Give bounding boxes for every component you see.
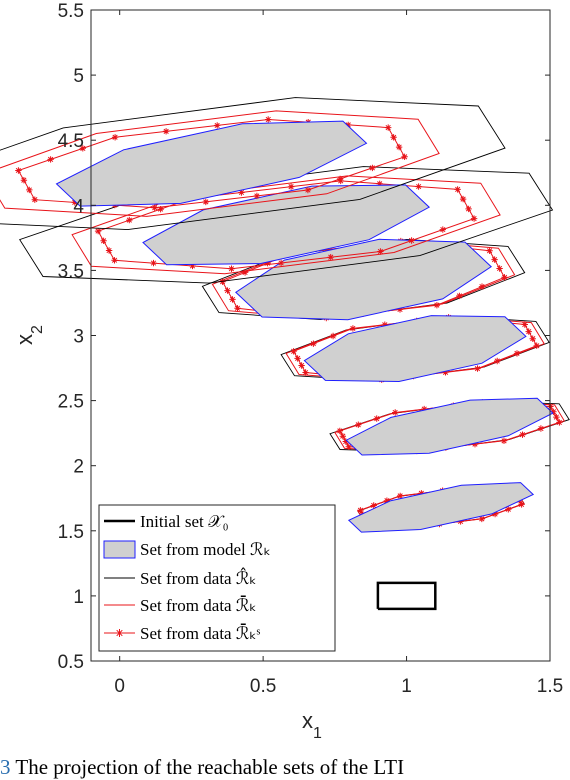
reachable-set-1 (329, 397, 570, 456)
legend-box (98, 504, 336, 652)
legend-entry-data-bar-set: Set from data ℛ̄ₖ (104, 595, 257, 615)
y-tick-label-6: 3.5 (58, 261, 84, 282)
y-tick-label-2: 1.5 (58, 522, 84, 543)
legend-label-data-hat-set: Set from data ℛ̂ₖ (140, 567, 257, 588)
legend-entry-initial-set: Initial set 𝒳₀ (104, 512, 229, 531)
axis-ticks: 0 0.5 1 1.5 0.5 1 1.5 2 2.5 3 3.5 4 4.5 5 5.5 (58, 1, 564, 697)
x-tick-label-3: 1.5 (537, 676, 563, 697)
y-tick-label-10: 5.5 (58, 1, 84, 22)
model-set-patch (347, 482, 535, 533)
data-hat-set-outline (0, 97, 506, 231)
model-set-patch (345, 397, 554, 456)
data-bar-set-outline (0, 110, 440, 217)
caption-text: The projection of the reachable sets of … (10, 755, 405, 779)
legend-label-model-set: Set from model ℛₖ (140, 540, 271, 559)
y-axis-label-sub: 2 (29, 325, 46, 334)
y-tick-label-3: 2 (73, 457, 84, 478)
x-axis-label: x1 (302, 708, 322, 742)
data-bar-s-star-markers (94, 177, 478, 272)
reachable-set-5 (0, 97, 506, 231)
y-tick-label-0: 0.5 (58, 652, 84, 673)
legend-star-marker (115, 629, 124, 637)
reachable-set-0 (347, 482, 535, 533)
legend-label-data-bar-set: Set from data ℛ̄ₖ (140, 595, 257, 615)
legend-entry-model-set: Set from model ℛₖ (103, 540, 271, 559)
x-axis-label-sub: 1 (313, 725, 322, 742)
y-tick-label-4: 2.5 (58, 392, 84, 413)
y-tick-label-9: 5 (73, 66, 84, 87)
legend-star-glyph (115, 629, 124, 637)
legend-entry-data-hat-set: Set from data ℛ̂ₖ (104, 567, 257, 588)
y-tick-label-7: 4 (73, 196, 84, 217)
y-axis-label: x2 (12, 325, 46, 345)
x-tick-label-2: 1 (401, 676, 412, 697)
legend: Initial set 𝒳₀ Set from model ℛₖ Set fro… (98, 504, 336, 652)
x-tick-label-0: 0 (114, 676, 125, 697)
model-set-patch (303, 315, 527, 383)
figure-caption: 3 The projection of the reachable sets o… (0, 755, 404, 780)
initial-set-box (376, 581, 437, 611)
model-set-patch (234, 238, 493, 321)
caption-number: 3 (0, 755, 11, 779)
reachable-set-2 (280, 314, 550, 383)
legend-entry-data-bar-s-set: Set from data ℛ̄ₖˢ (104, 623, 261, 643)
legend-label-data-bar-s-set: Set from data ℛ̄ₖˢ (140, 623, 261, 643)
reachable-set-3 (201, 237, 526, 322)
y-tick-label-5: 3 (73, 327, 84, 348)
model-set-patch (55, 120, 368, 207)
y-tick-label-1: 1 (73, 587, 84, 608)
x-tick-label-1: 0.5 (250, 676, 276, 697)
y-tick-label-8: 4.5 (58, 131, 84, 152)
legend-label-initial-set: Initial set 𝒳₀ (140, 512, 229, 531)
